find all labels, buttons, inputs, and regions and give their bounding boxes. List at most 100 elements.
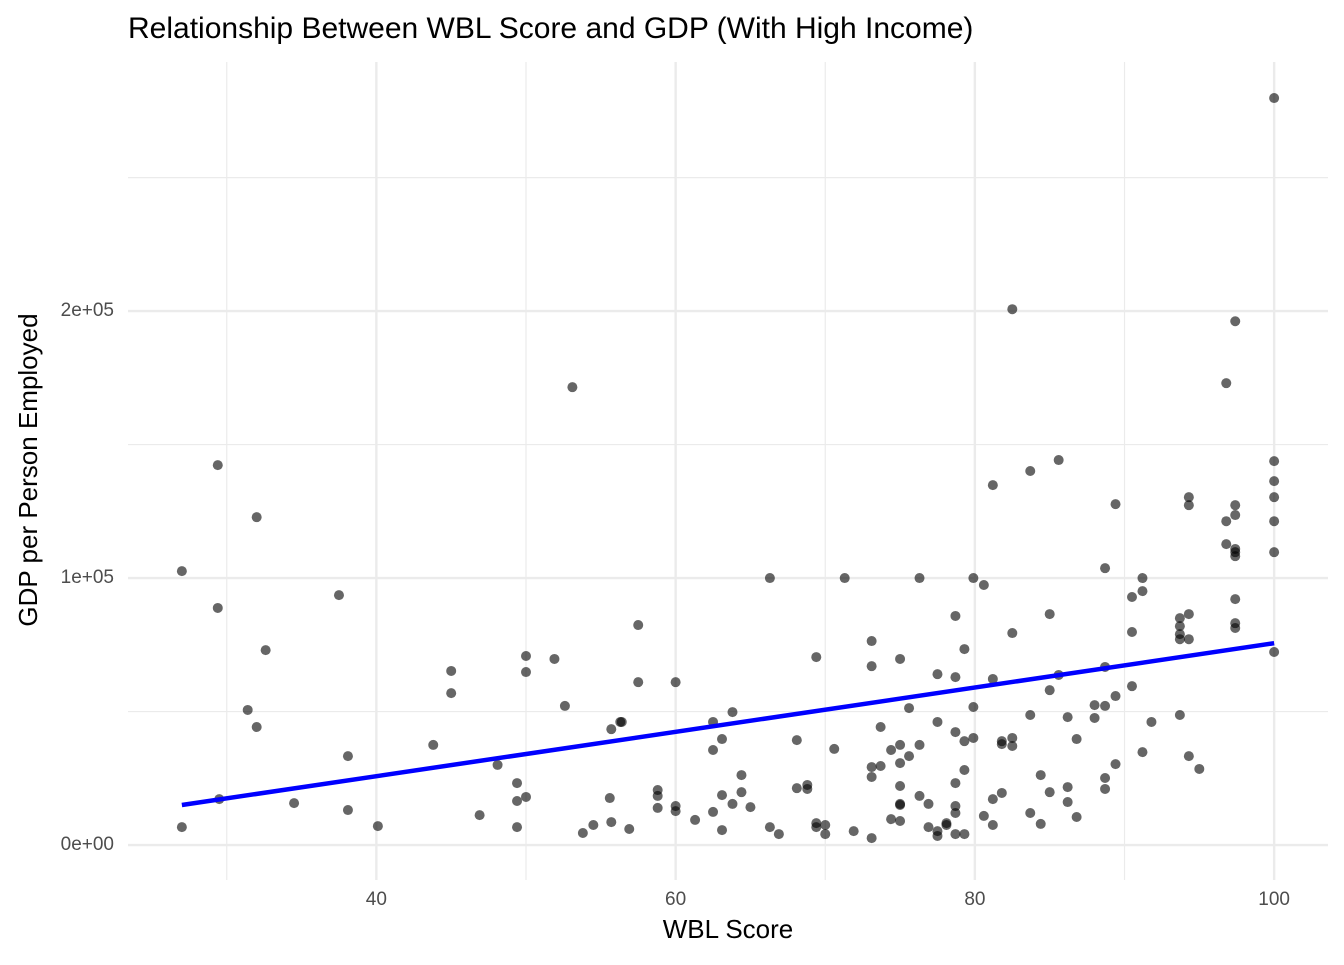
point [176,822,187,833]
point [987,673,998,684]
point [866,833,877,844]
x-axis-title: WBL Score [663,914,794,944]
marks [176,93,1280,844]
point [1174,621,1185,632]
point [791,783,802,794]
point [708,744,719,755]
point [1221,539,1232,550]
point [904,751,915,762]
chart-title: Relationship Between WBL Score and GDP (… [128,12,973,45]
point [1007,740,1018,751]
point [1269,516,1280,527]
point [848,826,859,837]
point [242,704,253,715]
point [978,579,989,590]
y-tick-label: 2e+05 [61,300,114,321]
point [372,821,383,832]
point [895,781,906,792]
point [1183,751,1194,762]
point [904,703,915,714]
point [736,787,747,798]
point [1100,700,1111,711]
point [521,791,532,802]
point [1110,499,1121,510]
point [829,743,840,754]
point [886,744,897,755]
point [764,573,775,584]
point [606,724,617,735]
point [670,806,681,817]
point [652,790,663,801]
point [950,778,961,789]
point [914,573,925,584]
grid [128,62,1328,880]
point [1025,807,1036,818]
y-axis-title: GDP per Person Employed [13,313,43,626]
point [727,707,738,718]
point [839,573,850,584]
x-tick-label: 40 [366,889,387,910]
point [1174,710,1185,721]
point [1062,797,1073,808]
point [1126,592,1137,603]
point [950,801,961,812]
point [1221,378,1232,389]
point [968,702,979,713]
point [932,716,943,727]
point [745,802,756,813]
point [1007,628,1018,639]
point [251,512,262,523]
x-tick-label: 100 [1258,889,1290,910]
point [1126,681,1137,692]
point [959,644,970,655]
point [923,822,934,833]
point [1100,783,1111,794]
point [1071,811,1082,822]
point [567,382,578,393]
point [959,829,970,840]
point [932,830,943,841]
point [923,798,934,809]
point [820,820,831,831]
point [1230,622,1241,633]
point [512,822,523,833]
point [717,790,728,801]
point [1089,700,1100,711]
point [996,739,1007,750]
point [1183,609,1194,620]
point [875,722,886,733]
point [604,793,615,804]
point [968,732,979,743]
point [1025,710,1036,721]
point [652,802,663,813]
point [987,794,998,805]
point [1183,634,1194,645]
point [512,795,523,806]
point [549,653,560,664]
point [895,815,906,826]
point [1137,747,1148,758]
point [1100,563,1111,574]
point [1230,551,1241,562]
point [1044,787,1055,798]
point [1137,573,1148,584]
point [1137,586,1148,597]
x-tick-label: 80 [964,889,985,910]
point [773,829,784,840]
y-tick-label: 1e+05 [61,567,114,588]
point [895,758,906,769]
point [1269,547,1280,558]
point [708,806,719,817]
y-tick-label: 0e+00 [61,834,114,855]
point [802,783,813,794]
point [987,820,998,831]
point [1174,634,1185,645]
point [616,716,627,727]
point [717,825,728,836]
point [1071,734,1082,745]
point [1221,516,1232,527]
point [260,645,271,656]
point [633,620,644,631]
point [1044,685,1055,696]
